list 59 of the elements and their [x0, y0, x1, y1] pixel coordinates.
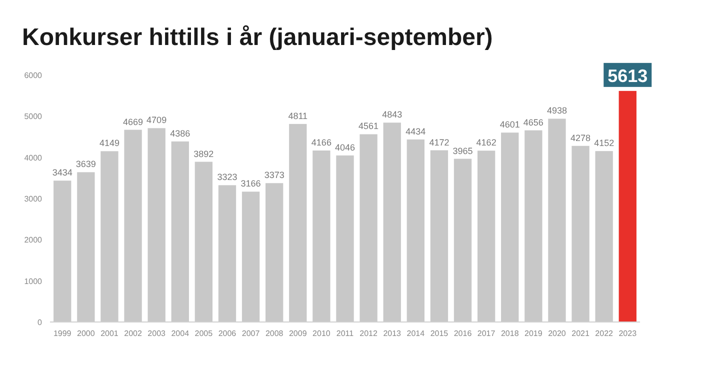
data-label: 4046 — [334, 142, 356, 152]
data-label: 3639 — [76, 159, 96, 170]
data-label: 4601 — [500, 120, 520, 130]
x-tick-label: 2000 — [77, 329, 96, 338]
data-label: 4386 — [170, 128, 190, 138]
data-label: 4669 — [123, 116, 144, 127]
y-tick-label: 1000 — [24, 276, 43, 286]
x-tick-label: 2003 — [148, 329, 166, 338]
x-tick-label: 2020 — [548, 329, 566, 338]
data-label: 4656 — [523, 117, 544, 128]
chart-title: Konkurser hittills i år (januari-september) — [22, 24, 493, 51]
x-tick-label: 2018 — [500, 329, 520, 338]
data-label: 4938 — [546, 106, 567, 116]
x-tick-label: 1999 — [53, 329, 72, 338]
data-label: 4278 — [570, 132, 591, 143]
x-tick-label: 2021 — [572, 329, 590, 338]
x-tick-label: 2004 — [171, 329, 190, 338]
y-tick-label: 6000 — [24, 71, 43, 80]
data-label: 4162 — [476, 138, 496, 148]
x-tick-label: 2007 — [242, 329, 260, 338]
data-label: 4166 — [311, 138, 332, 148]
data-label: 4172 — [429, 137, 450, 148]
x-tick-label: 2017 — [477, 329, 496, 338]
data-label: 3373 — [264, 170, 284, 180]
y-tick-label: 4000 — [24, 153, 43, 162]
x-tick-label: 2014 — [406, 329, 426, 338]
data-label: 3166 — [240, 178, 261, 189]
x-tick-label: 2016 — [454, 329, 472, 338]
x-tick-label: 2005 — [194, 329, 214, 338]
x-tick-label: 2011 — [336, 329, 354, 338]
data-label: 3965 — [452, 146, 473, 156]
data-label: 4843 — [382, 110, 402, 120]
data-label: 3323 — [217, 172, 238, 182]
x-tick-label: 2019 — [524, 329, 543, 338]
data-label: 4152 — [594, 138, 614, 148]
y-tick-label: 5000 — [24, 112, 43, 122]
y-tick-label: 0 — [38, 318, 43, 327]
data-label: 3892 — [194, 148, 214, 159]
x-tick-label: 2022 — [595, 329, 614, 338]
data-label: 3434 — [52, 168, 72, 178]
data-label: 4709 — [146, 115, 167, 126]
data-label: 5613 — [608, 66, 648, 86]
x-tick-label: 2008 — [265, 329, 284, 338]
y-tick-label: 2000 — [24, 236, 43, 245]
data-label: 4561 — [358, 121, 379, 132]
x-tick-label: 2023 — [618, 329, 638, 338]
data-label: 4811 — [288, 110, 308, 121]
x-tick-label: 2015 — [430, 329, 449, 338]
bar — [618, 90, 636, 322]
data-label: 4434 — [406, 126, 426, 136]
x-tick-label: 2012 — [360, 329, 378, 338]
x-tick-label: 2002 — [124, 329, 142, 338]
x-tick-label: 2013 — [383, 329, 402, 338]
x-tick-label: 2006 — [218, 329, 237, 338]
x-tick-label: 2010 — [312, 329, 331, 338]
x-tick-label: 2001 — [100, 329, 119, 338]
y-tick-label: 3000 — [24, 194, 43, 204]
x-tick-label: 2009 — [288, 329, 308, 338]
data-label: 4149 — [99, 138, 120, 148]
